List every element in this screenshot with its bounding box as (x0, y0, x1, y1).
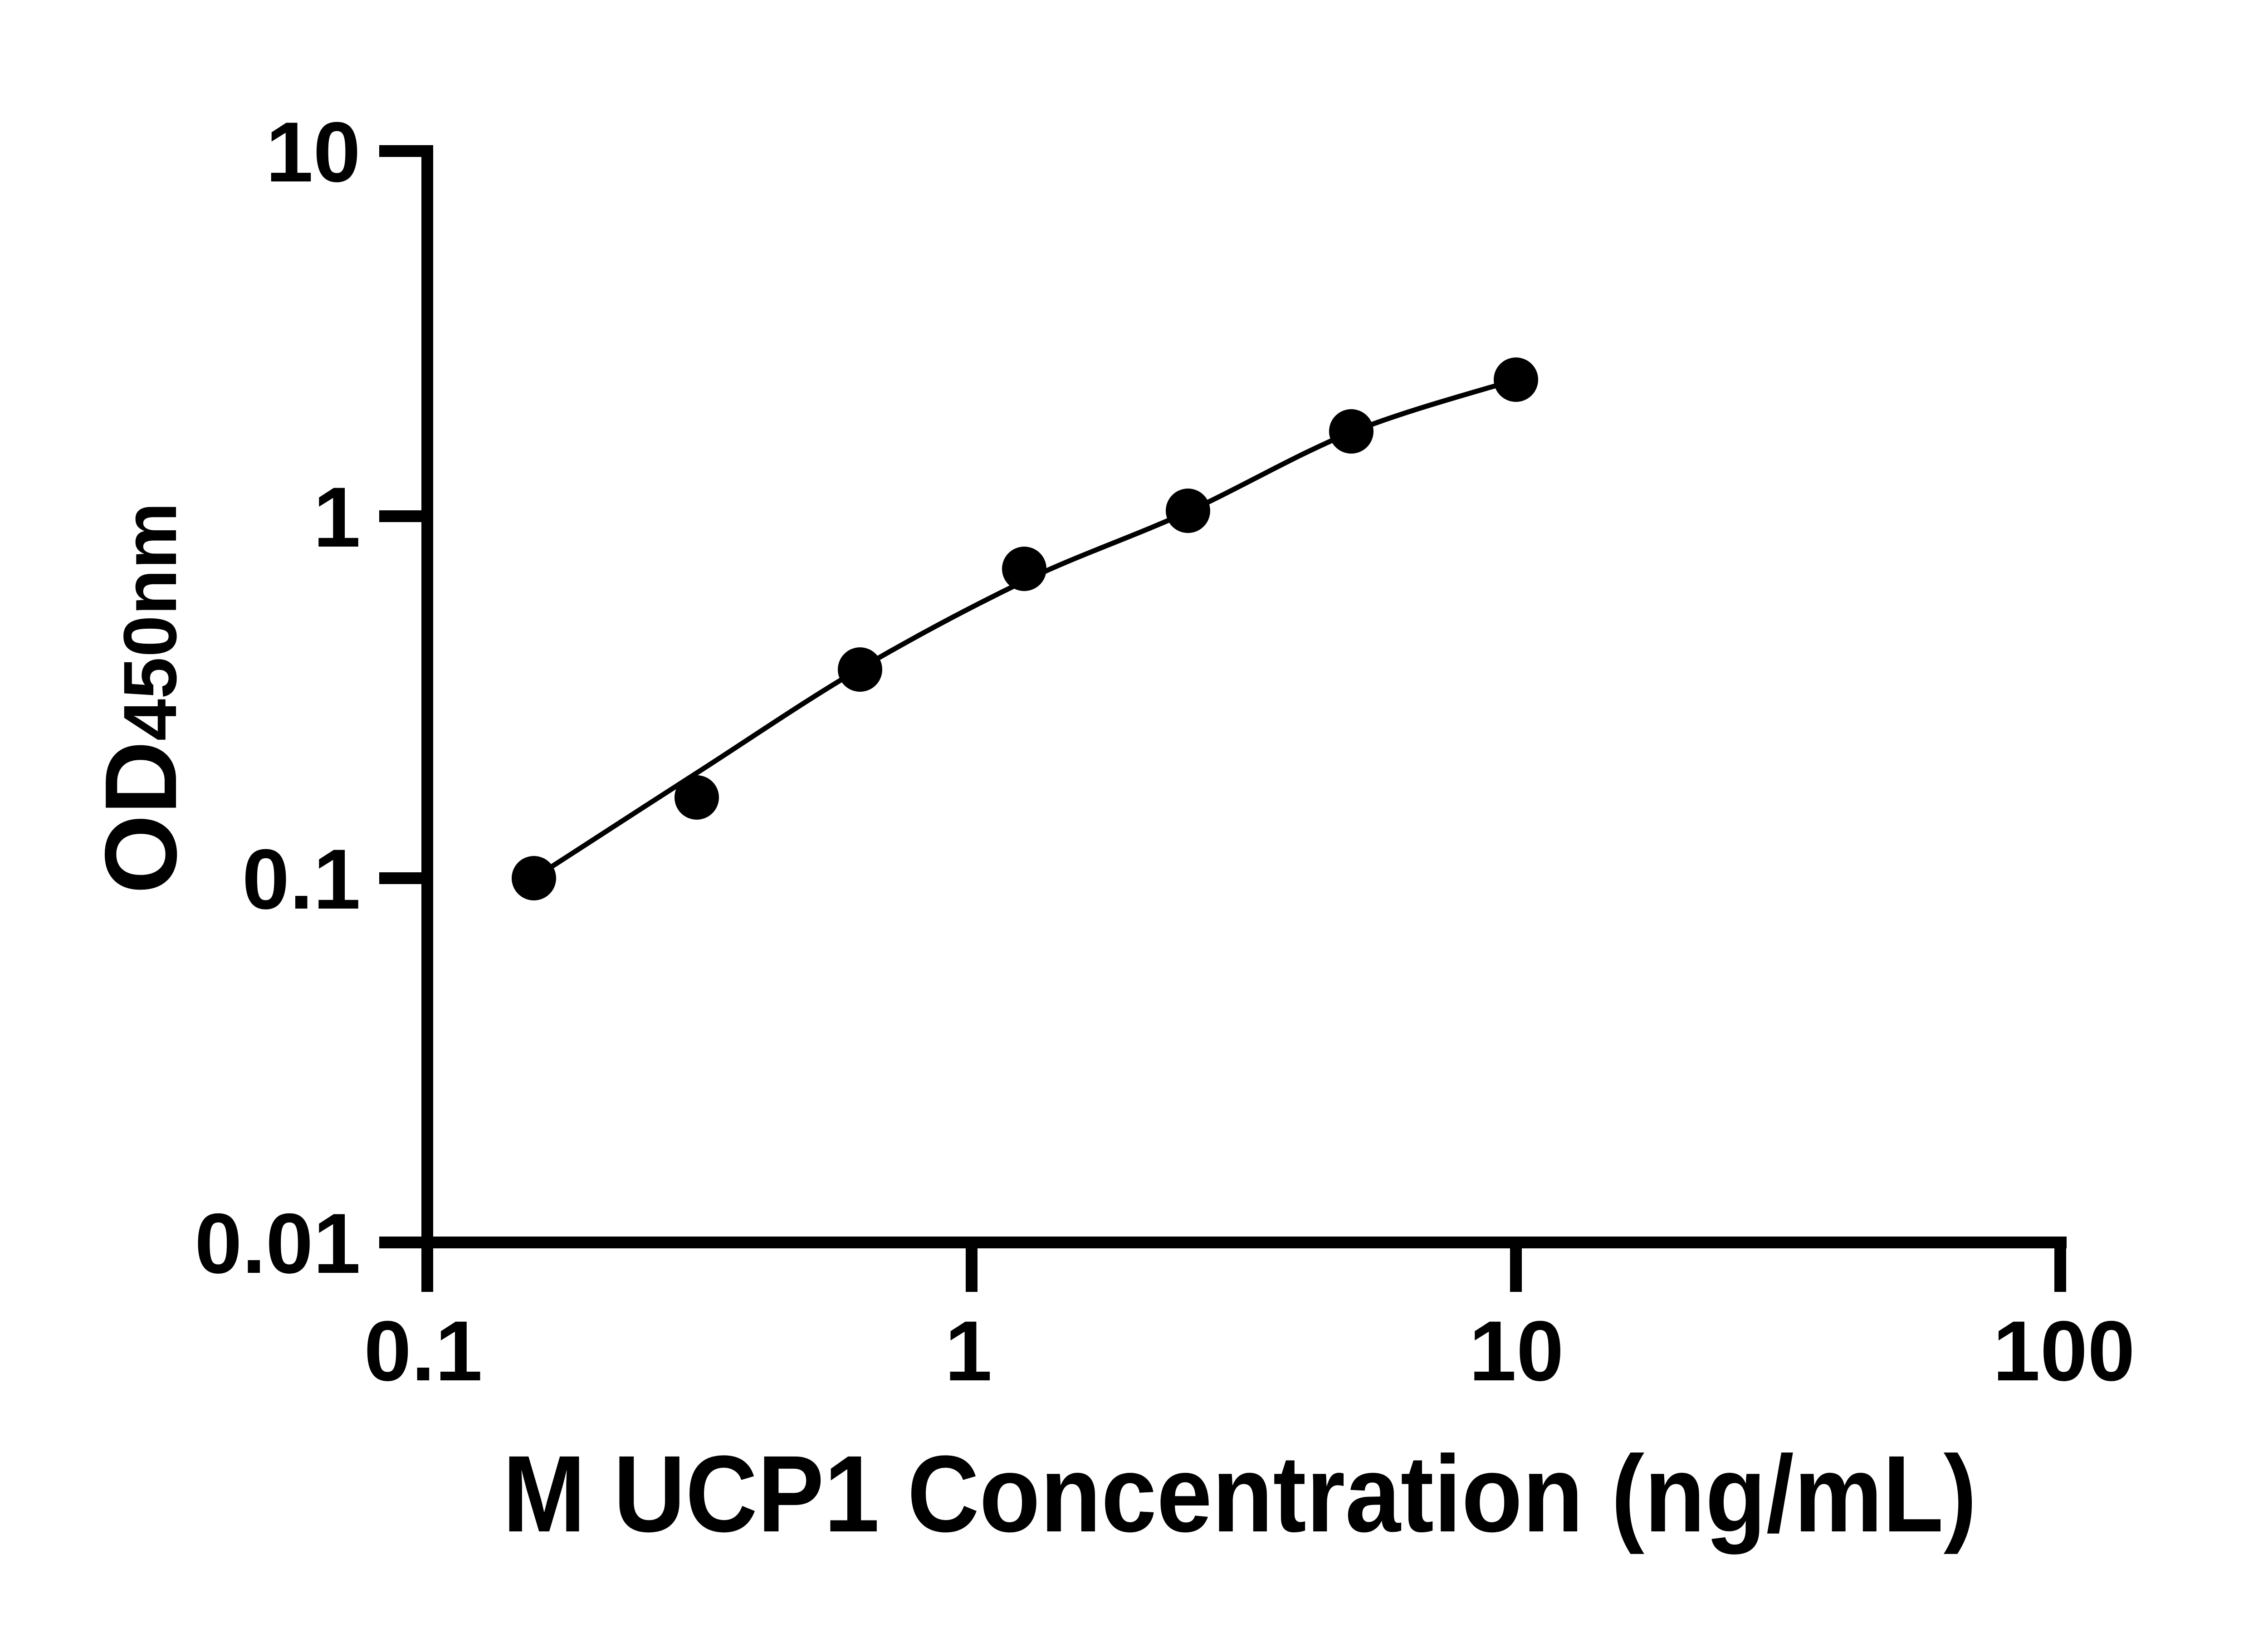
svg-text:10: 10 (266, 104, 361, 200)
svg-text:0.1: 0.1 (364, 1303, 482, 1398)
svg-text:10: 10 (1469, 1303, 1564, 1398)
svg-text:M UCP1 Concentration (ng/mL): M UCP1 Concentration (ng/mL) (503, 1433, 1977, 1555)
svg-text:1: 1 (945, 1303, 992, 1398)
svg-text:0.01: 0.01 (195, 1196, 361, 1291)
svg-text:0.1: 0.1 (242, 831, 361, 927)
svg-text:100: 100 (1993, 1303, 2135, 1398)
svg-text:OD450nm: OD450nm (83, 502, 198, 894)
svg-text:1: 1 (313, 469, 361, 565)
